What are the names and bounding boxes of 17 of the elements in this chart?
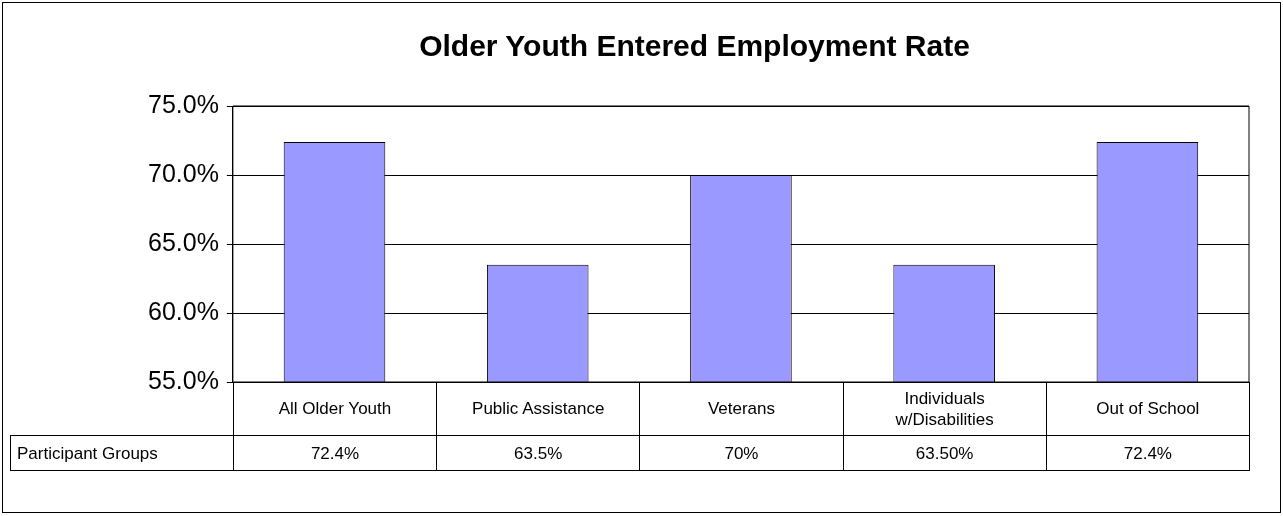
y-tick-label: 55.0% [148, 365, 219, 394]
data-label: 63.50% [842, 435, 1047, 471]
data-label: 72.4% [232, 435, 438, 471]
chart-title: Older Youth Entered Employment Rate [419, 29, 970, 63]
x-tick-label: Veterans [707, 398, 775, 419]
x-tick-label: Individuals w/Disabilities [895, 387, 994, 430]
data-label: 63.5% [436, 435, 641, 471]
data-label: 70% [639, 435, 844, 471]
text: Participant Groups [10, 435, 234, 471]
y-tick-label: 65.0% [148, 227, 219, 256]
data-label: 72.4% [1045, 435, 1250, 471]
y-tick-label: 60.0% [148, 296, 219, 325]
x-tick-label: Public Assistance [472, 398, 605, 419]
y-tick-label: 70.0% [148, 158, 219, 187]
x-tick-label: All Older Youth [278, 398, 392, 419]
y-tick-label: 75.0% [148, 89, 219, 118]
x-tick-label: Out of School [1096, 398, 1200, 419]
